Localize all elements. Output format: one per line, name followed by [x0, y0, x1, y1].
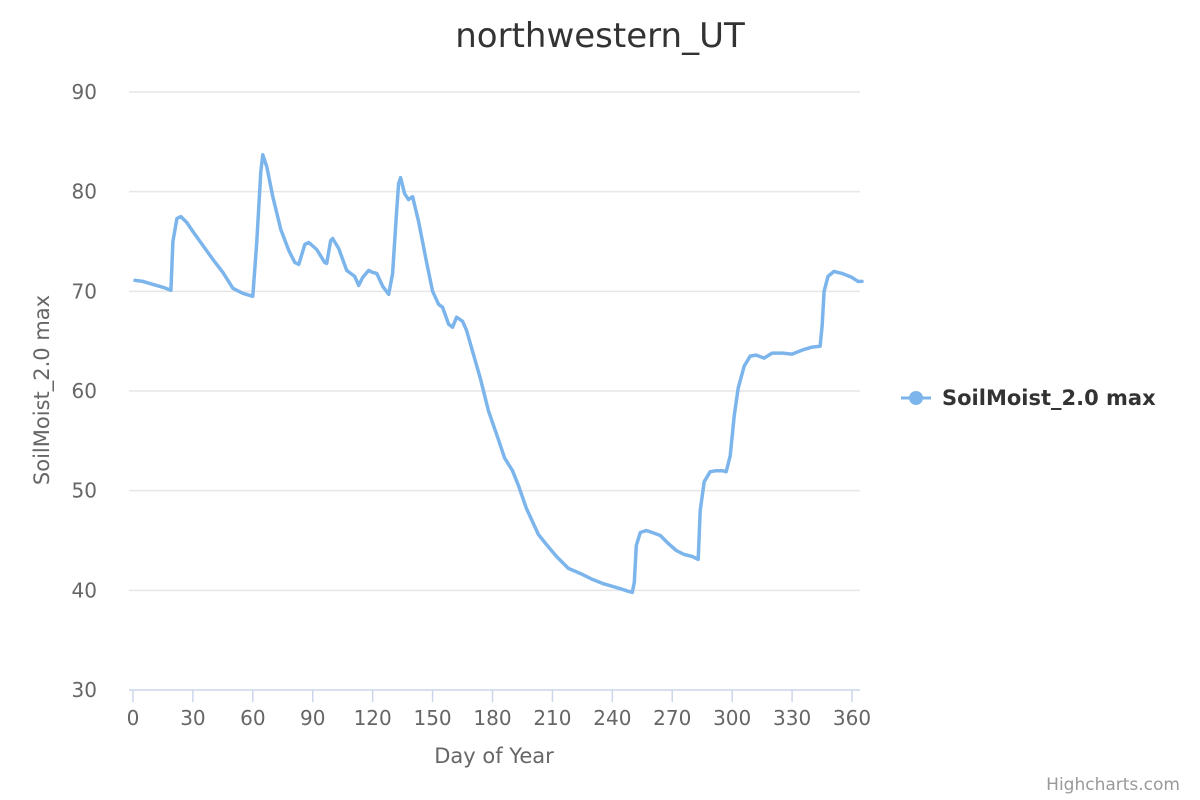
x-tick-label: 90 — [300, 706, 325, 730]
legend-marker-icon — [909, 391, 923, 405]
x-tick-label: 210 — [533, 706, 571, 730]
y-tick-label: 80 — [72, 180, 97, 204]
x-axis: 0 30 60 90 120 150 180 210 240 270 300 330 360 — [127, 689, 871, 730]
series-line — [133, 153, 864, 595]
x-tick-label: 270 — [653, 706, 691, 730]
y-tick-label: 90 — [72, 80, 97, 104]
y-tick-label: 30 — [72, 678, 97, 702]
x-tick-label: 0 — [127, 706, 140, 730]
x-tick-label: 150 — [413, 706, 451, 730]
y-tick-label: 40 — [72, 578, 97, 602]
x-tick-label: 240 — [593, 706, 631, 730]
x-axis-title: Day of Year — [434, 744, 554, 768]
y-axis-tick-labels: 30 40 50 60 70 80 90 — [72, 80, 97, 702]
series-layer — [133, 153, 864, 595]
x-tick-label: 180 — [473, 706, 511, 730]
grid-lines — [129, 91, 860, 592]
y-tick-label: 50 — [72, 479, 97, 503]
chart-title: northwestern_UT — [455, 16, 745, 56]
legend-label: SoilMoist_2.0 max — [942, 386, 1156, 410]
x-tick-label: 30 — [180, 706, 205, 730]
x-tick-label: 330 — [773, 706, 811, 730]
x-tick-label: 300 — [713, 706, 751, 730]
legend-item[interactable]: SoilMoist_2.0 max — [901, 386, 1156, 410]
y-tick-label: 60 — [72, 379, 97, 403]
credits-link[interactable]: Highcharts.com — [1046, 775, 1180, 795]
y-tick-label: 70 — [72, 279, 97, 303]
x-tick-label: 360 — [833, 706, 871, 730]
x-tick-label: 60 — [240, 706, 265, 730]
y-axis-title: SoilMoist_2.0 max — [30, 295, 55, 485]
x-tick-label: 120 — [354, 706, 392, 730]
